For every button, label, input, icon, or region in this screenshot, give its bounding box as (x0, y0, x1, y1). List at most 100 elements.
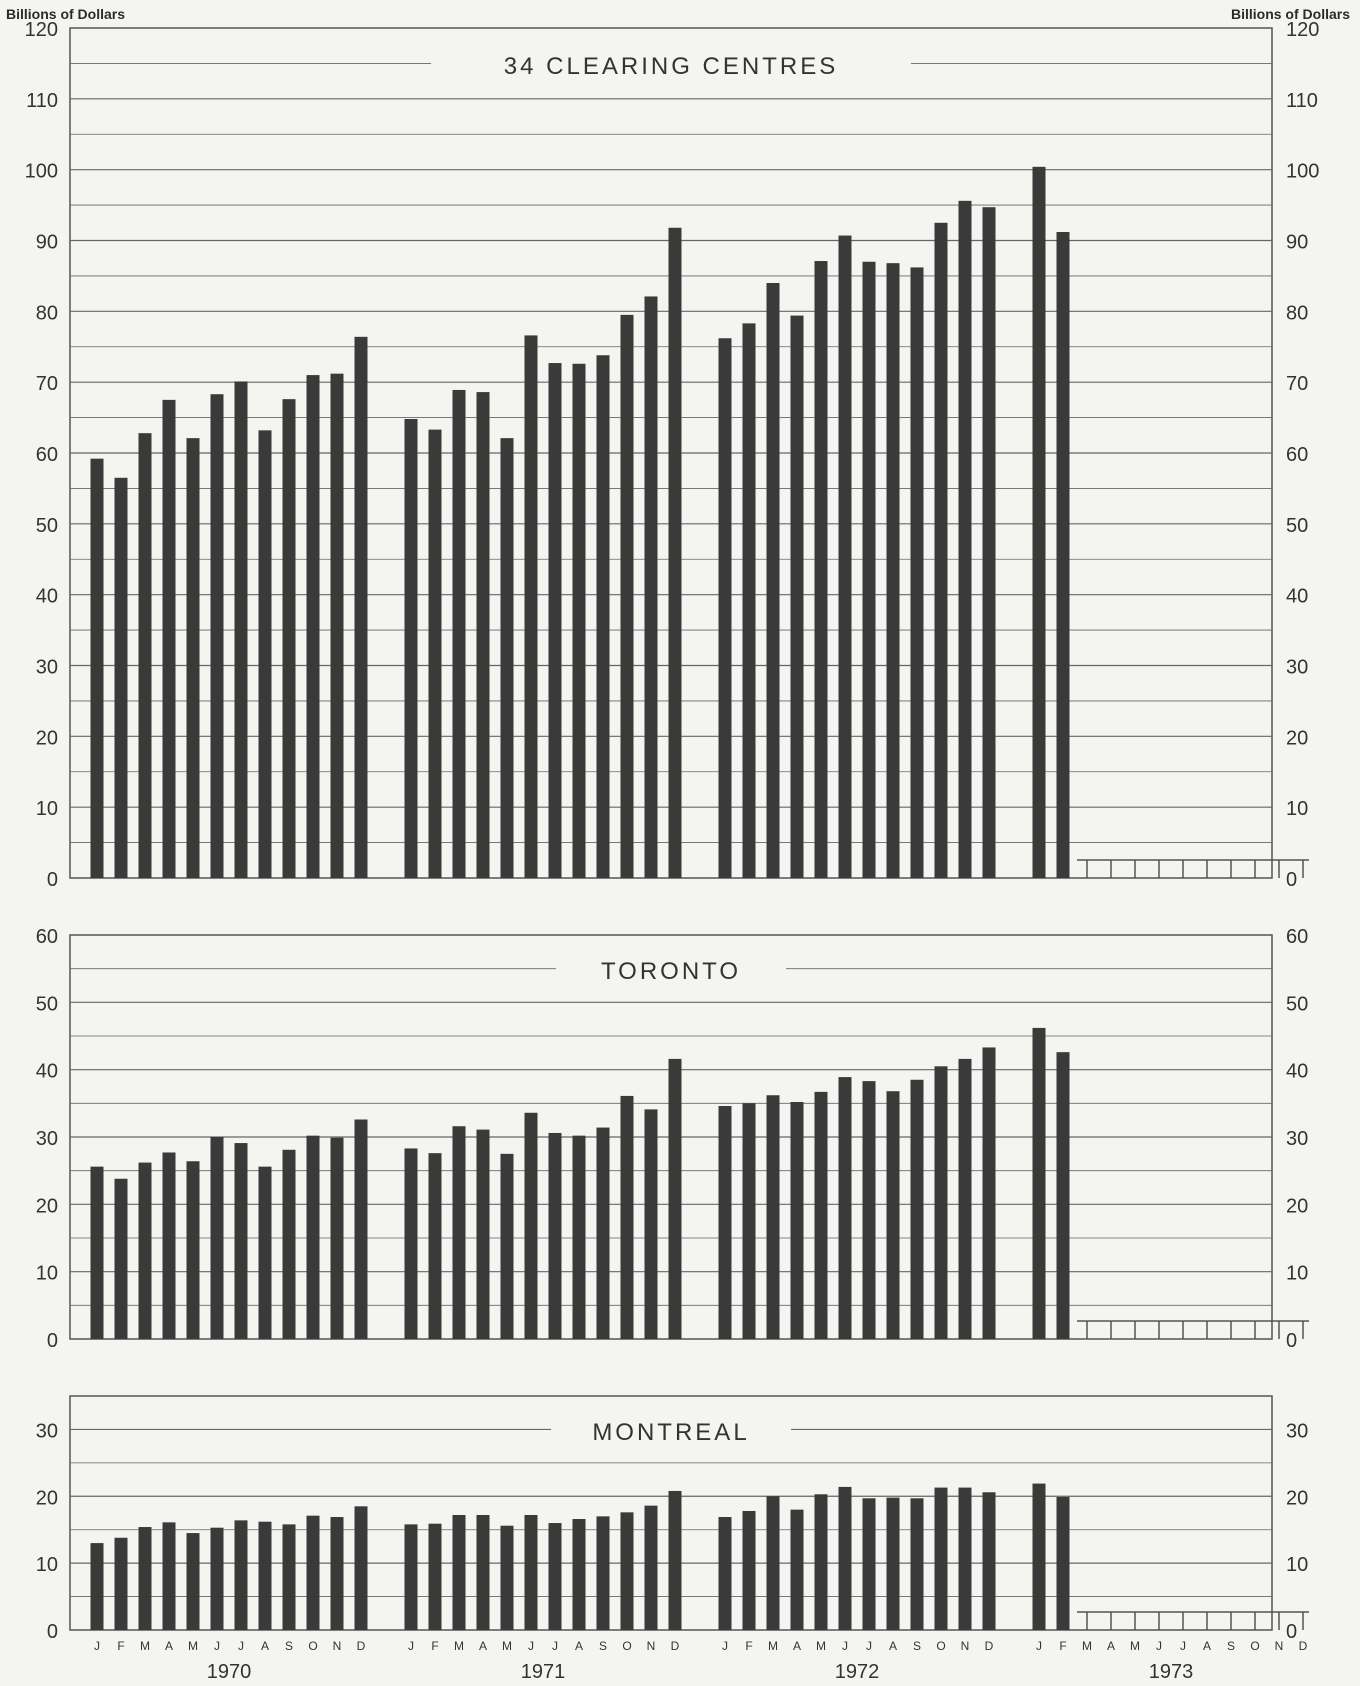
y-tick-label-left: 30 (36, 657, 58, 679)
bar (596, 1127, 610, 1339)
bar (644, 296, 658, 878)
y-tick-label-right: 30 (1286, 1420, 1308, 1442)
x-tick-label-month: F (745, 1639, 752, 1653)
bar (742, 1510, 756, 1630)
x-tick-label-month: M (140, 1639, 150, 1653)
bar (838, 1077, 852, 1339)
x-tick-label-month: A (165, 1639, 173, 1653)
y-tick-label-left: 110 (26, 90, 58, 112)
bar (476, 1129, 490, 1339)
bar (862, 261, 876, 878)
bar (234, 381, 248, 878)
y-unit-label-left: Billions of Dollars (6, 6, 126, 22)
x-tick-label-month: D (671, 1639, 680, 1653)
bar (428, 1523, 442, 1630)
x-tick-label-month: J (94, 1639, 100, 1653)
bar (306, 1135, 320, 1339)
x-tick-label-year: 1970 (207, 1661, 252, 1683)
bar (668, 1058, 682, 1339)
bar (1032, 1027, 1046, 1339)
x-tick-label-month: J (408, 1639, 414, 1653)
bar (718, 1517, 732, 1630)
y-tick-label-right: 30 (1286, 657, 1308, 679)
bar (234, 1143, 248, 1339)
bar (718, 338, 732, 878)
bar (428, 1153, 442, 1339)
bar (282, 1149, 296, 1339)
x-tick-label-month: F (1059, 1639, 1066, 1653)
bar (668, 1490, 682, 1630)
bar (404, 1148, 418, 1339)
y-tick-label-right: 30 (1286, 1128, 1308, 1150)
y-tick-label-left: 30 (36, 1420, 58, 1442)
x-tick-label-month: N (1275, 1639, 1284, 1653)
bar (162, 1152, 176, 1339)
bar (452, 1126, 466, 1339)
y-tick-label-left: 40 (36, 1061, 58, 1083)
bar (596, 1516, 610, 1630)
x-tick-label-month: D (985, 1639, 994, 1653)
y-tick-label-right: 20 (1286, 727, 1308, 749)
x-tick-label-month: J (214, 1639, 220, 1653)
bar (1056, 232, 1070, 878)
bar (258, 1521, 272, 1630)
x-tick-label-month: A (1107, 1639, 1115, 1653)
bar (330, 1137, 344, 1339)
bar (886, 263, 900, 879)
bar (90, 1166, 104, 1339)
y-tick-label-right: 90 (1286, 232, 1308, 254)
x-tick-label-month: J (528, 1639, 534, 1653)
bar (572, 1135, 586, 1339)
x-tick-label-month: S (1227, 1639, 1235, 1653)
bar (330, 373, 344, 878)
y-tick-label-left: 70 (36, 373, 58, 395)
y-tick-label-left: 50 (36, 993, 58, 1015)
x-tick-label-month: M (188, 1639, 198, 1653)
y-tick-label-left: 0 (47, 1621, 58, 1643)
x-tick-label-month: M (1082, 1639, 1092, 1653)
bar (476, 1515, 490, 1630)
y-tick-label-right: 50 (1286, 515, 1308, 537)
y-tick-label-left: 0 (47, 869, 58, 891)
x-tick-label-month: O (936, 1639, 945, 1653)
y-tick-label-right: 60 (1286, 444, 1308, 466)
x-tick-label-month: J (1036, 1639, 1042, 1653)
y-tick-label-left: 100 (25, 161, 58, 183)
bar (934, 222, 948, 878)
y-tick-label-left: 30 (36, 1128, 58, 1150)
bar (862, 1498, 876, 1630)
x-tick-label-month: N (333, 1639, 342, 1653)
y-tick-label-right: 0 (1286, 869, 1297, 891)
bar (838, 235, 852, 878)
y-tick-label-right: 40 (1286, 586, 1308, 608)
y-tick-label-left: 20 (36, 1195, 58, 1217)
y-tick-label-left: 80 (36, 302, 58, 324)
bar (742, 1103, 756, 1339)
bar (210, 1527, 224, 1630)
bar (428, 429, 442, 878)
x-tick-label-month: J (842, 1639, 848, 1653)
bar (210, 394, 224, 878)
bar (814, 261, 828, 879)
bar (114, 1537, 128, 1630)
bar (620, 1512, 634, 1630)
bar (306, 375, 320, 878)
y-unit-label-right: Billions of Dollars (1230, 6, 1350, 22)
bar (210, 1137, 224, 1339)
bar (790, 315, 804, 878)
x-tick-label-month: M (816, 1639, 826, 1653)
y-tick-label-left: 120 (25, 19, 58, 41)
bar (138, 1162, 152, 1339)
bar (524, 1112, 538, 1339)
bar (790, 1509, 804, 1630)
y-tick-label-right: 0 (1286, 1621, 1297, 1643)
x-tick-label-month: O (622, 1639, 631, 1653)
bar (186, 1161, 200, 1339)
bar (1032, 166, 1046, 879)
panel-title-3: MONTREAL (592, 1419, 749, 1446)
bar (982, 207, 996, 879)
y-tick-label-right: 80 (1286, 302, 1308, 324)
x-tick-label-month: A (575, 1639, 583, 1653)
x-tick-label-month: O (308, 1639, 317, 1653)
